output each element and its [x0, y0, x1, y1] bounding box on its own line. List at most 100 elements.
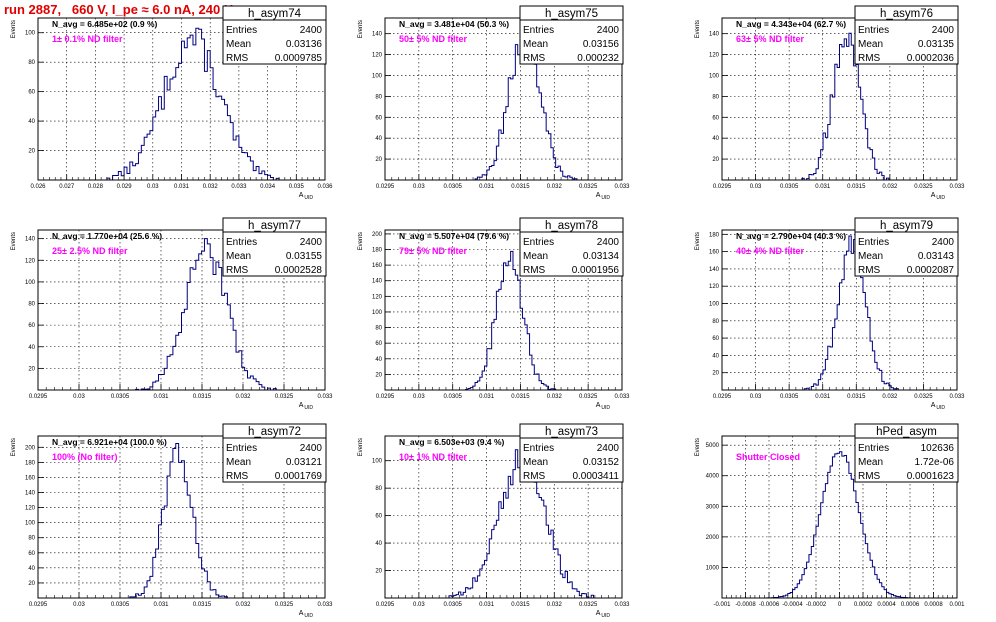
stats-value: 2400 [300, 237, 323, 248]
stats-value: 0.0001623 [907, 471, 955, 482]
stats-value: 0.0001956 [572, 265, 620, 276]
y-tick-label: 140 [709, 267, 720, 273]
stats-value: 0.000232 [577, 53, 619, 64]
stats-box: hPed_asym Entries 102636 Mean 1.72e-06 RMS 0.0… [854, 423, 959, 483]
x-axis-title: AUID [596, 402, 611, 411]
x-tick-label: 0.0295 [713, 394, 732, 400]
x-tick-label: 0.0325 [579, 602, 598, 608]
stats-box-frame [519, 5, 624, 65]
y-tick-label: 120 [709, 53, 720, 59]
x-tick-label: 0.031 [174, 184, 190, 190]
y-tick-label: 160 [25, 475, 36, 481]
y-tick-label: 40 [712, 353, 719, 359]
stats-label: Mean [523, 39, 548, 50]
y-tick-label: 100 [709, 73, 720, 79]
x-axis-title: AUID [596, 610, 611, 619]
y-tick-label: 60 [712, 115, 719, 121]
y-tick-label: 60 [712, 336, 719, 342]
stats-label: RMS [523, 265, 546, 276]
x-tick-label: 0.031 [153, 602, 169, 608]
x-tick-label: 0.032 [547, 184, 563, 190]
x-tick-label: 0.033 [949, 394, 965, 400]
x-tick-label: 0.001 [949, 602, 965, 608]
histogram-title: h_asym78 [545, 220, 598, 232]
x-tick-label: 0.0295 [376, 394, 395, 400]
stats-label: RMS [858, 471, 881, 482]
x-axis-title: AUID [596, 192, 611, 201]
x-tick-label: 0.032 [547, 602, 563, 608]
stats-box: h_asym76 Entries 2400 Mean 0.03135 RMS 0.00020… [854, 5, 959, 65]
x-tick-label: 0.031 [479, 394, 495, 400]
x-tick-label: 0.032 [547, 394, 563, 400]
stats-box: h_asym72 Entries 2400 Mean 0.03121 RMS 0.00017… [222, 423, 327, 483]
stats-label: RMS [226, 53, 249, 64]
stats-box-frame [519, 423, 624, 483]
y-axis-title: Events [11, 20, 17, 38]
stats-label: Mean [858, 457, 883, 468]
y-axis-title: Events [358, 232, 364, 250]
histogram-panel-h_asym75: 0.0295 0.03 0.0305 0.031 0.0315 0.032 0.0325 0.… [358, 5, 630, 201]
y-tick-label: 120 [372, 294, 383, 300]
x-tick-label: 0.035 [289, 184, 305, 190]
stats-label: RMS [226, 471, 249, 482]
stats-box: h_asym77 Entries 2400 Mean 0.03155 RMS 0.00025… [222, 217, 327, 277]
histogram-title: h_asym73 [545, 426, 598, 438]
histogram-panel-h_asym76: 0.0295 0.03 0.0305 0.031 0.0315 0.032 0.0325 0.… [695, 5, 965, 201]
stats-value: 0.03152 [583, 457, 620, 468]
x-tick-label: 0.0315 [511, 394, 530, 400]
x-tick-label: 0.027 [59, 184, 75, 190]
y-tick-label: 60 [375, 115, 382, 121]
x-tick-label: 0.0315 [193, 602, 212, 608]
stats-label: Mean [226, 251, 251, 262]
x-tick-label: -0.001 [713, 602, 731, 608]
filter-label: 63± 5% ND filter [736, 34, 804, 44]
x-tick-label: 0.026 [30, 184, 46, 190]
stats-label: Entries [858, 443, 889, 454]
y-tick-label: 100 [25, 280, 36, 286]
x-tick-label: 0.033 [614, 602, 630, 608]
x-tick-label: 0.0305 [444, 602, 463, 608]
stats-value: 0.03121 [286, 457, 323, 468]
y-axis-title: Events [695, 20, 701, 38]
x-tick-label: 0 [838, 602, 842, 608]
stats-box-frame [519, 217, 624, 277]
x-tick-label: 0.0295 [29, 394, 48, 400]
stats-value: 0.03136 [286, 39, 323, 50]
x-tick-label: 0.032 [235, 394, 251, 400]
histogram-title: h_asym76 [880, 8, 933, 20]
x-axis-title: AUID [299, 192, 314, 201]
x-tick-label: 0.03 [750, 184, 762, 190]
y-axis-title: Events [358, 438, 364, 456]
plot-frame [721, 17, 958, 181]
stats-box: h_asym74 Entries 2400 Mean 0.03136 RMS 0.00097… [222, 5, 327, 65]
stats-label: Entries [858, 237, 889, 248]
y-tick-label: 100 [372, 459, 383, 465]
x-tick-label: -0.0006 [759, 602, 780, 608]
y-tick-label: 180 [25, 460, 36, 466]
y-tick-label: 80 [712, 94, 719, 100]
navg-label: N_avg = 5.507e+04 (79.6 %) [399, 231, 509, 241]
stats-label: Mean [858, 39, 883, 50]
stats-label: Entries [523, 443, 554, 454]
stats-label: RMS [523, 471, 546, 482]
stats-label: RMS [523, 53, 546, 64]
stats-value: 2400 [300, 443, 323, 454]
y-tick-label: 40 [375, 541, 382, 547]
histogram-title: h_asym72 [248, 426, 301, 438]
x-tick-label: 0.03 [147, 184, 159, 190]
y-tick-label: 60 [28, 551, 35, 557]
stats-label: Entries [226, 443, 257, 454]
y-tick-label: 100 [372, 73, 383, 79]
stats-label: Entries [523, 237, 554, 248]
histogram-panel-hPed_asym: -0.001 -0.0008 -0.0006 -0.0004 -0.0002 0 0.000… [695, 423, 965, 608]
stats-box-frame [854, 423, 959, 483]
x-tick-label: 0.03 [413, 184, 425, 190]
x-tick-label: 0.032 [203, 184, 219, 190]
y-tick-label: 140 [25, 237, 36, 243]
x-tick-label: 0.033 [949, 184, 965, 190]
x-tick-label: 0.0325 [914, 184, 933, 190]
stats-box-frame [854, 217, 959, 277]
stats-value: 0.0002528 [275, 265, 323, 276]
stats-label: Mean [858, 251, 883, 262]
